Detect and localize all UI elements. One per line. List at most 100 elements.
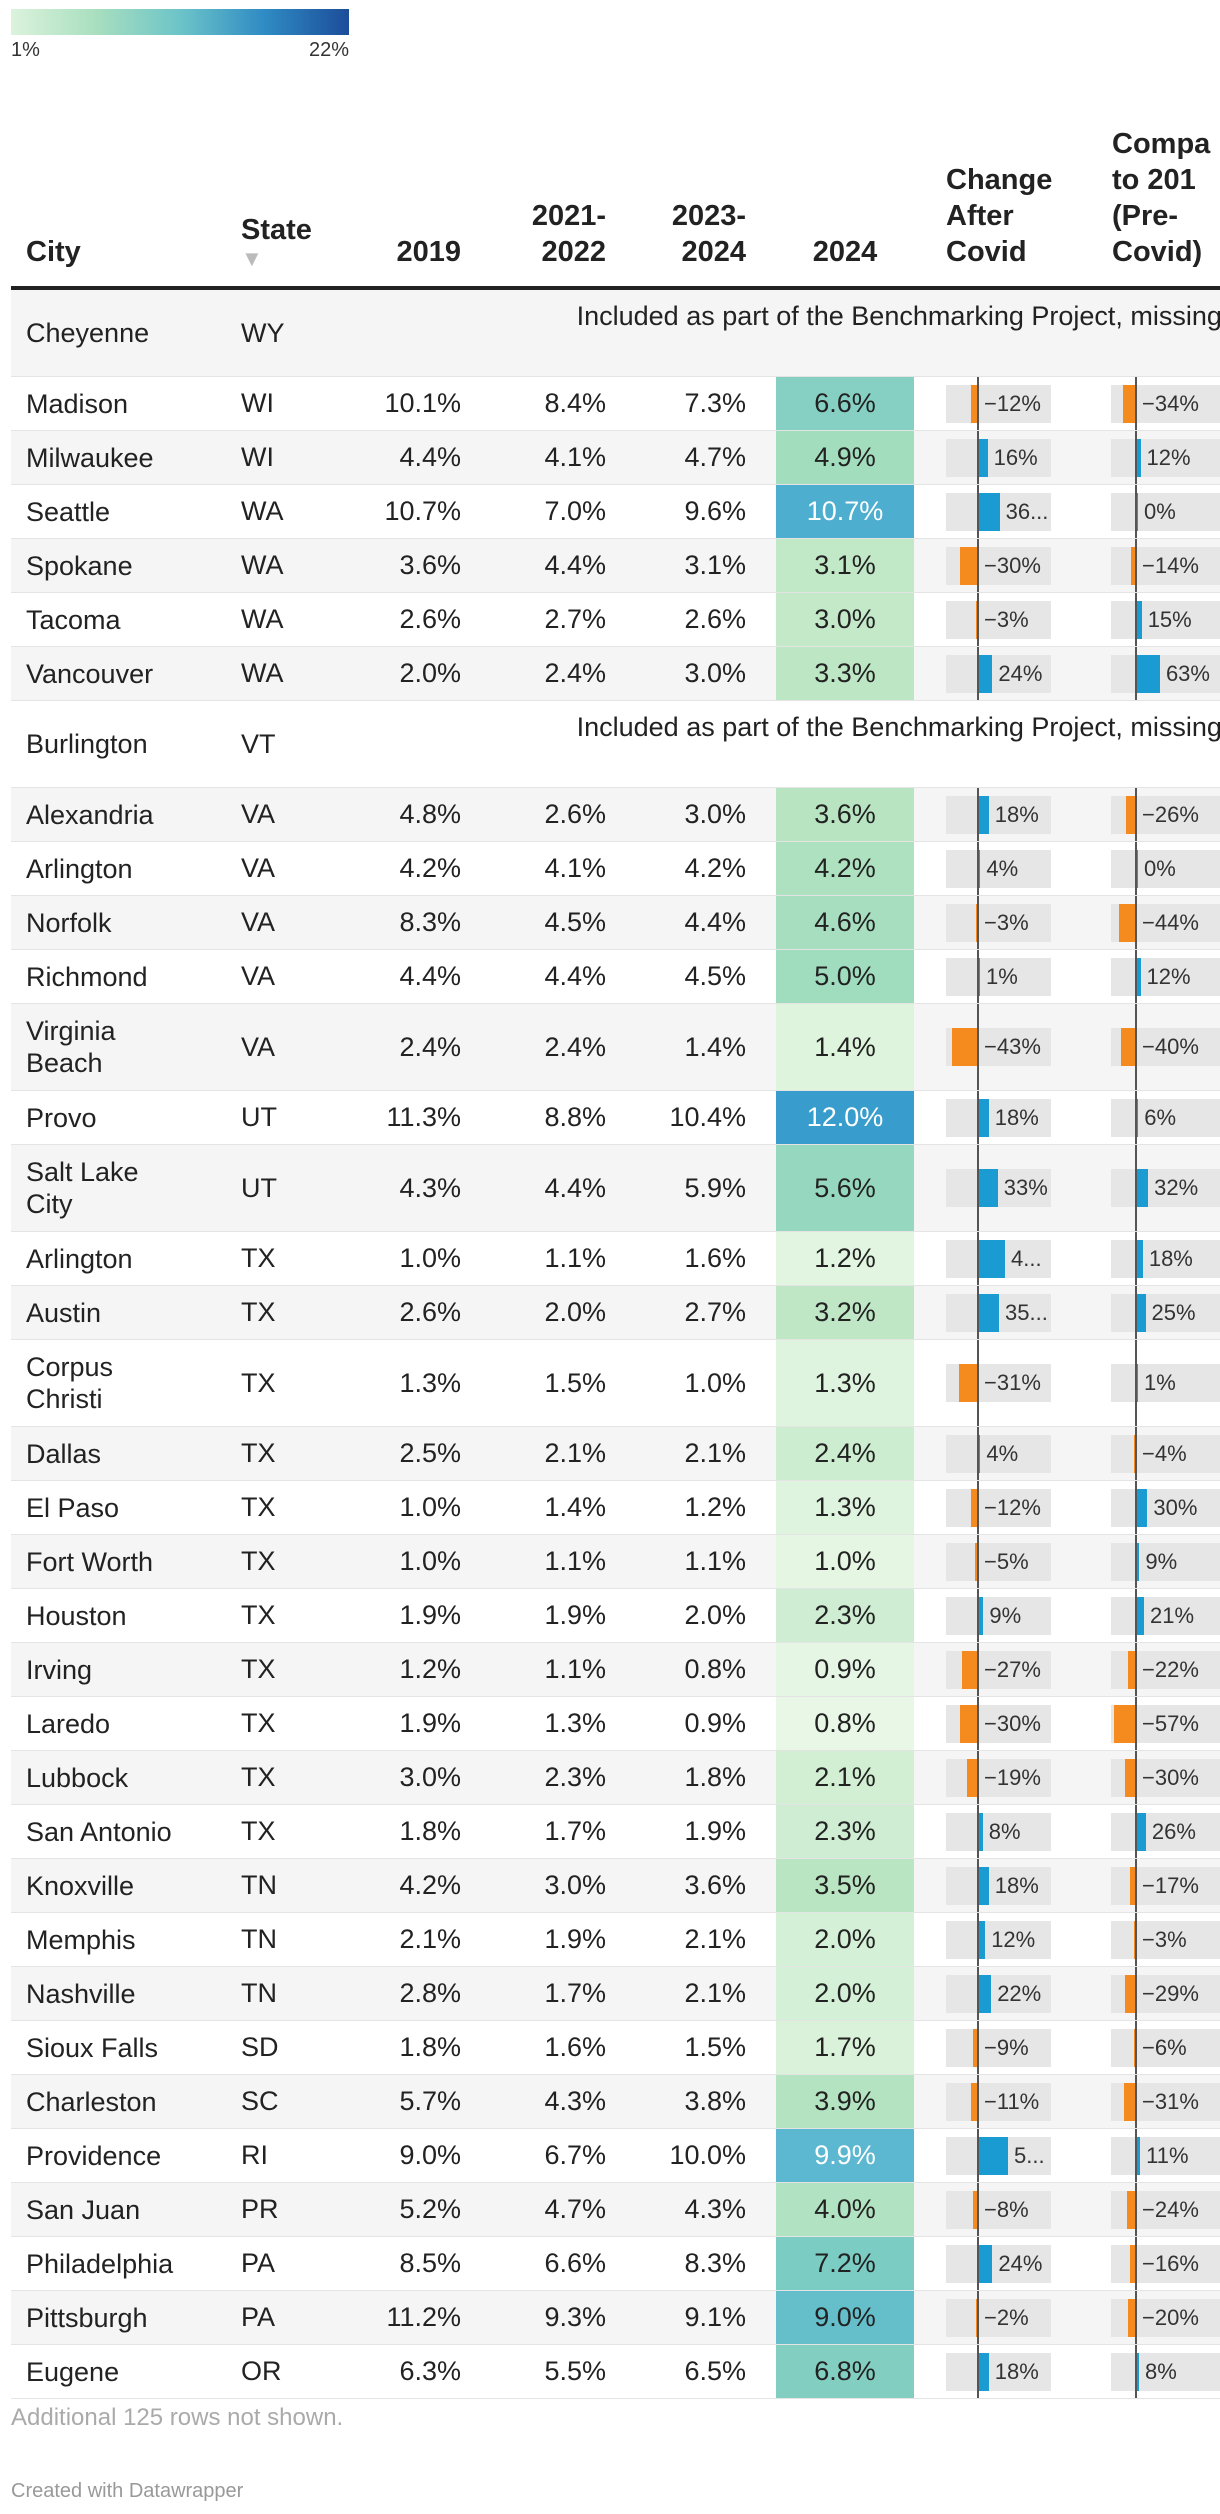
heat-cell-2024: 2.1% xyxy=(776,1751,914,1804)
compare-zero-axis xyxy=(1135,1145,1137,1231)
compare-bar xyxy=(1136,1812,1146,1851)
credit: Created with Datawrapper xyxy=(11,2480,244,2502)
change-bar-track xyxy=(946,2190,1051,2229)
header-2023-2024[interactable]: 2023- 2024 xyxy=(671,200,746,268)
change-bar-cell: 18% xyxy=(946,2345,1096,2398)
table-row: Dallas TX 2.5% 2.1% 2.1% 2.4% 4% −4% xyxy=(11,1427,1220,1481)
compare-bar xyxy=(1136,1098,1139,1137)
value-2019: 8.5% xyxy=(399,2248,461,2278)
city-cell: Laredo xyxy=(26,1708,111,1739)
compare-bar-label: 21% xyxy=(1149,1602,1195,1628)
compare-bar-cell: 25% xyxy=(1111,1286,1220,1339)
header-2019[interactable]: 2019 xyxy=(396,236,461,268)
compare-zero-axis xyxy=(1135,842,1137,895)
table-row: Pittsburgh PA 11.2% 9.3% 9.1% 9.0% −2% −20% xyxy=(11,2291,1220,2345)
value-2019: 1.0% xyxy=(399,1492,461,1522)
change-zero-axis xyxy=(977,842,979,895)
state-cell: TX xyxy=(241,1367,276,1398)
compare-bar-track xyxy=(1111,438,1220,477)
compare-bar-track xyxy=(1111,654,1220,693)
change-bar-label: −30% xyxy=(984,552,1041,578)
change-bar-label: 4% xyxy=(986,855,1019,881)
city-cell: Milwaukee xyxy=(26,442,154,473)
value-2019: 5.2% xyxy=(399,2194,461,2224)
change-bar xyxy=(978,492,1000,531)
change-zero-axis xyxy=(977,1805,979,1858)
change-zero-axis xyxy=(977,377,979,430)
state-cell: PA xyxy=(241,2302,276,2332)
value-2023-2024: 3.1% xyxy=(684,550,746,580)
compare-bar xyxy=(1133,2028,1136,2067)
compare-bar-cell: −29% xyxy=(1111,1967,1220,2020)
header-2024[interactable]: 2024 xyxy=(812,236,878,268)
change-bar xyxy=(978,2136,1008,2175)
change-bar-label: 4... xyxy=(1011,1245,1042,1271)
value-2021-2022: 1.1% xyxy=(544,1546,606,1576)
compare-bar-label: −30% xyxy=(1142,1764,1199,1790)
value-2023-2024: 7.3% xyxy=(684,388,746,418)
compare-bar-cell: 11% xyxy=(1111,2129,1220,2182)
change-bar-cell: 33% xyxy=(946,1145,1096,1231)
value-2019: 6.3% xyxy=(399,2356,461,2386)
table-row: Seattle WA 10.7% 7.0% 9.6% 10.7% 36... 0% xyxy=(11,485,1220,539)
header-compared-to-2019[interactable]: Compa to 201 (Pre- Covid) xyxy=(1112,128,1211,268)
compare-bar xyxy=(1136,957,1141,996)
compare-bar-label: 9% xyxy=(1145,1548,1178,1574)
city-cell: Providence xyxy=(26,2140,162,2171)
change-zero-axis xyxy=(977,2183,979,2236)
change-bar-label: 36... xyxy=(1005,498,1049,524)
city-cell: Corpus Christi xyxy=(26,1352,114,1414)
compare-bar-label: −26% xyxy=(1142,801,1199,827)
compare-bar xyxy=(1129,1866,1136,1905)
change-zero-axis xyxy=(977,1286,979,1339)
value-2023-2024: 0.8% xyxy=(684,1654,746,1684)
compare-bar-cell: 0% xyxy=(1111,485,1220,538)
change-bar-label: 5... xyxy=(1014,2142,1045,2168)
change-bar-label: 9% xyxy=(989,1602,1022,1628)
value-2019: 4.2% xyxy=(399,1870,461,1900)
change-bar-cell: 4... xyxy=(946,1232,1096,1285)
header-2021-2022[interactable]: 2021- 2022 xyxy=(531,200,606,268)
change-bar-track xyxy=(946,1920,1051,1959)
value-2019: 1.0% xyxy=(399,1243,461,1273)
header-state[interactable]: State ▼ xyxy=(241,214,312,271)
value-2023-2024: 1.6% xyxy=(684,1243,746,1273)
value-2021-2022: 4.5% xyxy=(544,907,606,937)
heat-cell-2024: 9.9% xyxy=(776,2129,914,2182)
compare-bar-label: 63% xyxy=(1165,660,1210,686)
header-city[interactable]: City xyxy=(26,236,81,268)
value-2021-2022: 2.4% xyxy=(544,1031,606,1062)
header-change-after-covid[interactable]: Change After Covid xyxy=(946,164,1053,268)
value-2021-2022: 7.0% xyxy=(544,496,606,526)
state-cell: OR xyxy=(241,2356,282,2386)
value-2021-2022: 1.7% xyxy=(544,1978,606,2008)
state-cell: WY xyxy=(241,317,285,348)
change-bar-label: −31% xyxy=(984,1370,1041,1395)
compare-zero-axis xyxy=(1135,1805,1137,1858)
change-bar-track xyxy=(946,2298,1051,2337)
table-row: Sioux Falls SD 1.8% 1.6% 1.5% 1.7% −9% −6% xyxy=(11,2021,1220,2075)
compare-bar-label: 25% xyxy=(1151,1299,1196,1325)
change-zero-axis xyxy=(977,1004,979,1090)
change-bar xyxy=(961,1650,978,1689)
value-2019: 4.8% xyxy=(399,799,461,829)
compare-bar-track xyxy=(1111,1293,1220,1332)
compare-bar xyxy=(1136,2136,1141,2175)
compare-zero-axis xyxy=(1135,1286,1137,1339)
change-bar xyxy=(978,1596,984,1635)
compare-zero-axis xyxy=(1135,1697,1137,1750)
compare-zero-axis xyxy=(1135,1589,1137,1642)
change-bar-label: 12% xyxy=(991,1926,1036,1952)
change-bar xyxy=(978,2244,993,2283)
change-zero-axis xyxy=(977,2345,979,2398)
change-bar-cell: 16% xyxy=(946,431,1096,484)
compare-bar-cell: 21% xyxy=(1111,1589,1220,1642)
state-cell: TX xyxy=(241,1708,276,1738)
change-bar-cell: 24% xyxy=(946,2237,1096,2290)
city-cell: Burlington xyxy=(26,729,148,759)
city-cell: Lubbock xyxy=(26,1762,129,1793)
compare-bar-cell: 15% xyxy=(1111,593,1220,646)
state-cell: WI xyxy=(241,388,274,418)
value-2019: 2.4% xyxy=(399,1031,461,1062)
change-bar-cell: 5... xyxy=(946,2129,1096,2182)
